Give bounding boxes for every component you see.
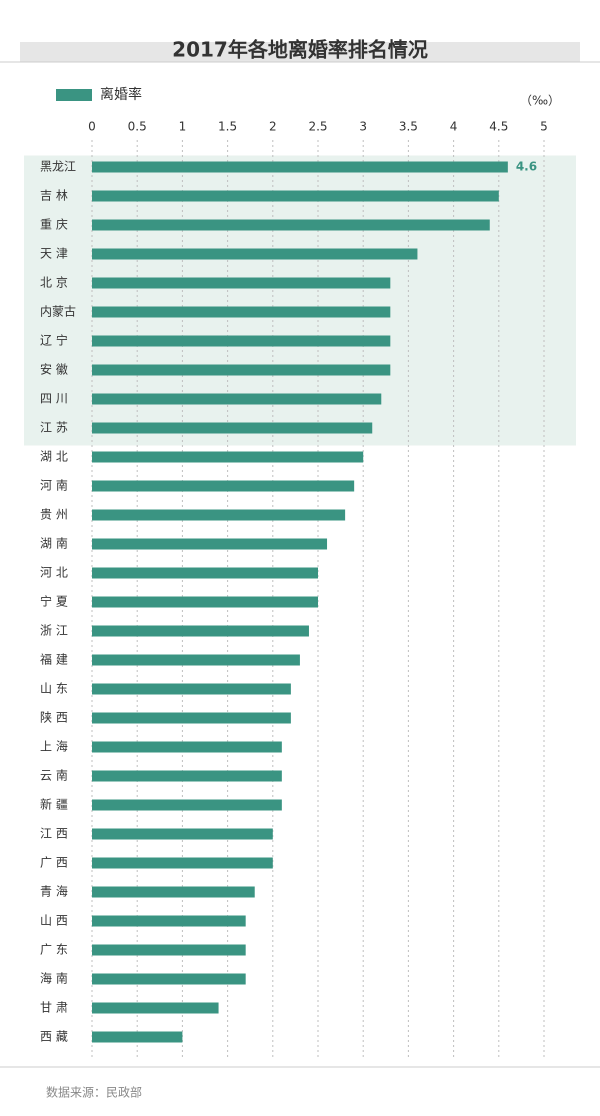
category-label: 贵 州 xyxy=(40,508,68,522)
category-label: 江 西 xyxy=(40,827,68,841)
value-label: 4.6 xyxy=(516,160,537,174)
category-label: 新 疆 xyxy=(40,797,68,812)
category-label: 江 苏 xyxy=(40,421,68,435)
category-label: 北 京 xyxy=(40,276,68,290)
category-label: 甘 肃 xyxy=(40,1001,68,1015)
bar xyxy=(92,1002,219,1014)
bar xyxy=(92,190,499,202)
category-label: 广 东 xyxy=(40,943,68,957)
title-background xyxy=(20,42,580,62)
category-label: 内蒙古 xyxy=(40,304,76,319)
bar xyxy=(92,422,373,434)
category-label: 湖 北 xyxy=(40,449,68,464)
category-label: 河 北 xyxy=(40,566,68,580)
legend-label: 离婚率 xyxy=(100,86,142,103)
bar xyxy=(92,335,391,347)
category-label: 云 南 xyxy=(40,768,68,783)
category-label: 西 藏 xyxy=(40,1030,68,1044)
bar xyxy=(92,741,282,753)
bar xyxy=(92,799,282,811)
legend-swatch xyxy=(56,89,92,101)
bar xyxy=(92,538,328,550)
category-label: 福 建 xyxy=(40,652,68,667)
bar xyxy=(92,306,391,318)
x-tick-label: 3 xyxy=(359,120,367,134)
x-tick-label: 4 xyxy=(450,120,458,134)
bar xyxy=(92,509,346,521)
bar xyxy=(92,567,318,579)
bar xyxy=(92,828,273,840)
x-tick-label: 1.5 xyxy=(218,120,237,134)
category-label: 河 南 xyxy=(40,478,68,493)
bar xyxy=(92,857,273,869)
x-tick-label: 4.5 xyxy=(489,120,508,134)
category-label: 吉 林 xyxy=(40,189,68,203)
bar xyxy=(92,712,291,724)
x-tick-label: 2.5 xyxy=(308,120,327,134)
bar xyxy=(92,364,391,376)
category-label: 山 东 xyxy=(40,682,68,696)
chart-title: 2017年各地离婚率排名情况 xyxy=(172,38,428,62)
bar xyxy=(92,625,309,637)
category-label: 辽 宁 xyxy=(40,333,68,348)
x-tick-label: 0 xyxy=(88,120,96,134)
bar xyxy=(92,277,391,289)
x-tick-label: 2 xyxy=(269,120,277,134)
unit-label: （‰） xyxy=(520,94,560,108)
category-label: 上 海 xyxy=(40,739,68,754)
x-tick-label: 0.5 xyxy=(128,120,147,134)
bar xyxy=(92,248,418,260)
bar xyxy=(92,451,364,463)
category-label: 重 庆 xyxy=(40,218,68,232)
bar xyxy=(92,683,291,695)
bar xyxy=(92,973,246,985)
bar xyxy=(92,161,508,173)
bar xyxy=(92,915,246,927)
category-label: 天 津 xyxy=(40,247,68,261)
bar xyxy=(92,886,255,898)
category-label: 黑龙江 xyxy=(40,160,76,174)
bar xyxy=(92,654,300,666)
x-tick-label: 5 xyxy=(540,120,548,134)
category-label: 青 海 xyxy=(40,884,68,899)
category-label: 山 西 xyxy=(40,914,68,928)
category-label: 广 西 xyxy=(40,856,68,870)
category-label: 湖 南 xyxy=(40,536,68,551)
x-tick-label: 1 xyxy=(179,120,187,134)
bar xyxy=(92,770,282,782)
category-label: 浙 江 xyxy=(40,624,68,638)
category-label: 海 南 xyxy=(40,971,68,986)
x-tick-label: 3.5 xyxy=(399,120,418,134)
bar xyxy=(92,1031,183,1043)
bar xyxy=(92,480,355,492)
source-note: 数据来源：民政部 xyxy=(46,1085,142,1100)
bar xyxy=(92,393,382,405)
bar xyxy=(92,596,318,608)
category-label: 宁 夏 xyxy=(40,594,68,609)
category-label: 陕 西 xyxy=(40,710,68,725)
category-label: 安 徽 xyxy=(40,362,68,377)
category-label: 四 川 xyxy=(40,392,68,406)
bar xyxy=(92,219,490,231)
bar xyxy=(92,944,246,956)
